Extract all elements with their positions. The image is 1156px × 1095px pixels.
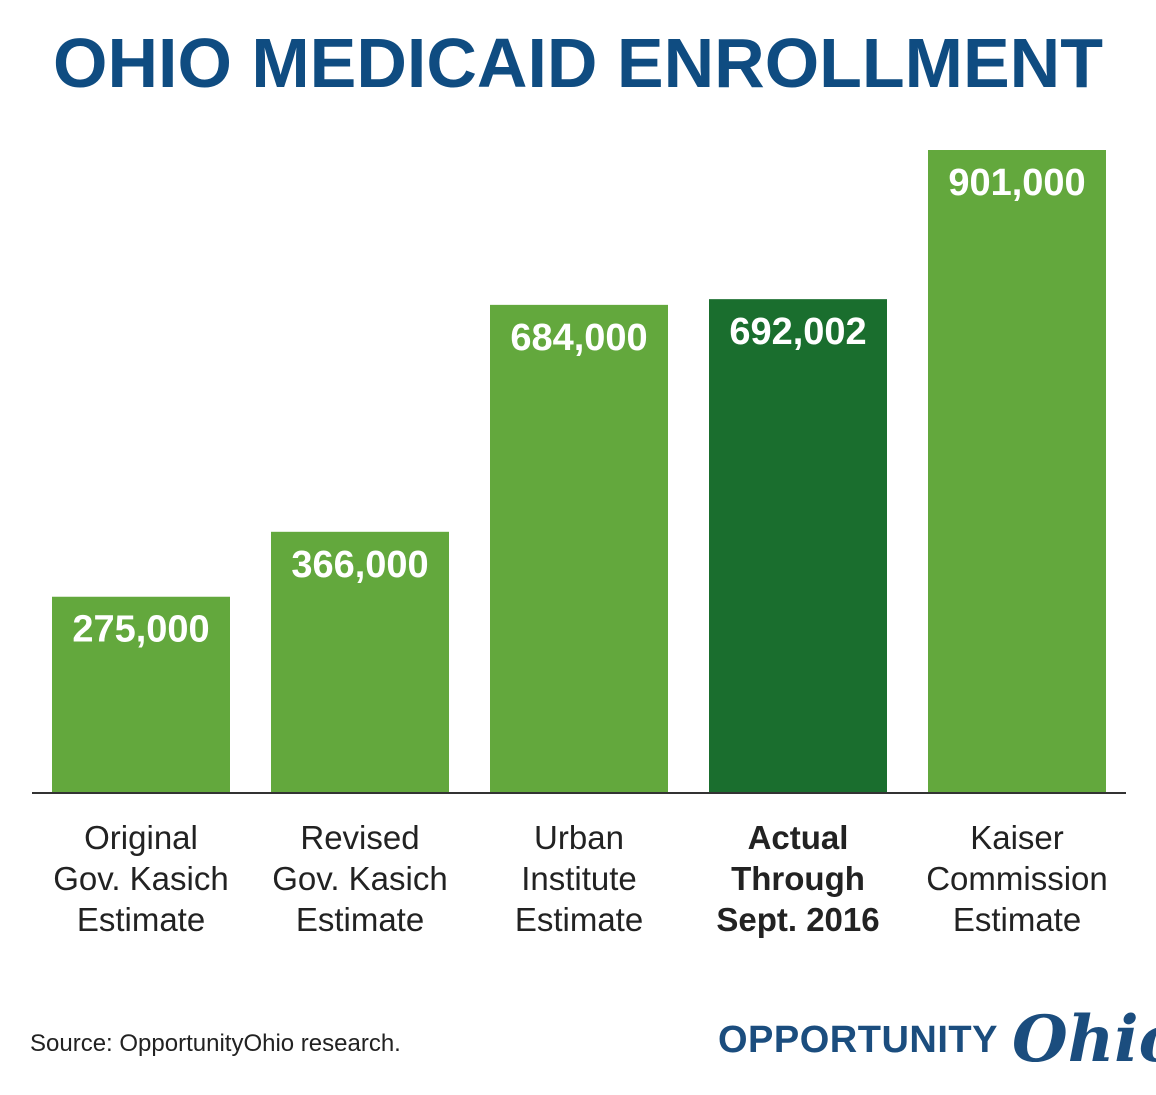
category-label-5: Kaiser Commission Estimate — [926, 819, 1108, 938]
category-label-4: Actual Through Sept. 2016 — [716, 819, 879, 938]
bar-value-label-1: 275,000 — [72, 609, 209, 651]
category-label-line: Commission — [926, 860, 1108, 897]
bars-layer: 275,000 366,000 684,000 692,002 901,000 — [52, 150, 1106, 793]
category-label-line: Gov. Kasich — [272, 860, 447, 897]
logo-word: OPPORTUNITY — [718, 1018, 998, 1061]
bar-5 — [928, 150, 1106, 793]
bar-3 — [490, 304, 668, 793]
logo-script: Ohio — [1011, 1002, 1156, 1077]
opportunity-ohio-logo: OPPORTUNITY Ohio — [718, 1000, 1156, 1080]
source-note: Source: OpportunityOhio research. — [30, 1030, 401, 1057]
category-label-line: Institute — [521, 860, 637, 897]
bar-value-label-2: 366,000 — [291, 544, 428, 586]
category-label-3: Urban Institute Estimate — [515, 819, 643, 938]
category-label-line: Actual — [748, 819, 849, 856]
category-label-1: Original Gov. Kasich Estimate — [53, 819, 228, 938]
bar-2 — [271, 531, 449, 793]
category-label-2: Revised Gov. Kasich Estimate — [272, 819, 447, 938]
chart-title: OHIO MEDICAID ENROLLMENT — [53, 24, 1103, 102]
bar-value-label-4: 692,002 — [729, 311, 866, 353]
category-label-line: Kaiser — [970, 819, 1064, 856]
category-label-line: Estimate — [296, 901, 424, 938]
bar-4 — [709, 299, 887, 793]
bar-value-label-5: 901,000 — [948, 162, 1085, 204]
category-label-line: Estimate — [515, 901, 643, 938]
category-label-line: Revised — [300, 819, 419, 856]
category-label-line: Sept. 2016 — [716, 901, 879, 938]
category-label-line: Original — [84, 819, 198, 856]
bar-value-label-3: 684,000 — [510, 317, 647, 359]
category-label-line: Estimate — [77, 901, 205, 938]
category-label-line: Gov. Kasich — [53, 860, 228, 897]
category-labels-layer: Original Gov. Kasich Estimate Revised Gov. K… — [53, 819, 1108, 938]
bar-1 — [52, 596, 230, 793]
category-label-line: Estimate — [953, 901, 1081, 938]
category-label-line: Urban — [534, 819, 624, 856]
category-label-line: Through — [731, 860, 865, 897]
